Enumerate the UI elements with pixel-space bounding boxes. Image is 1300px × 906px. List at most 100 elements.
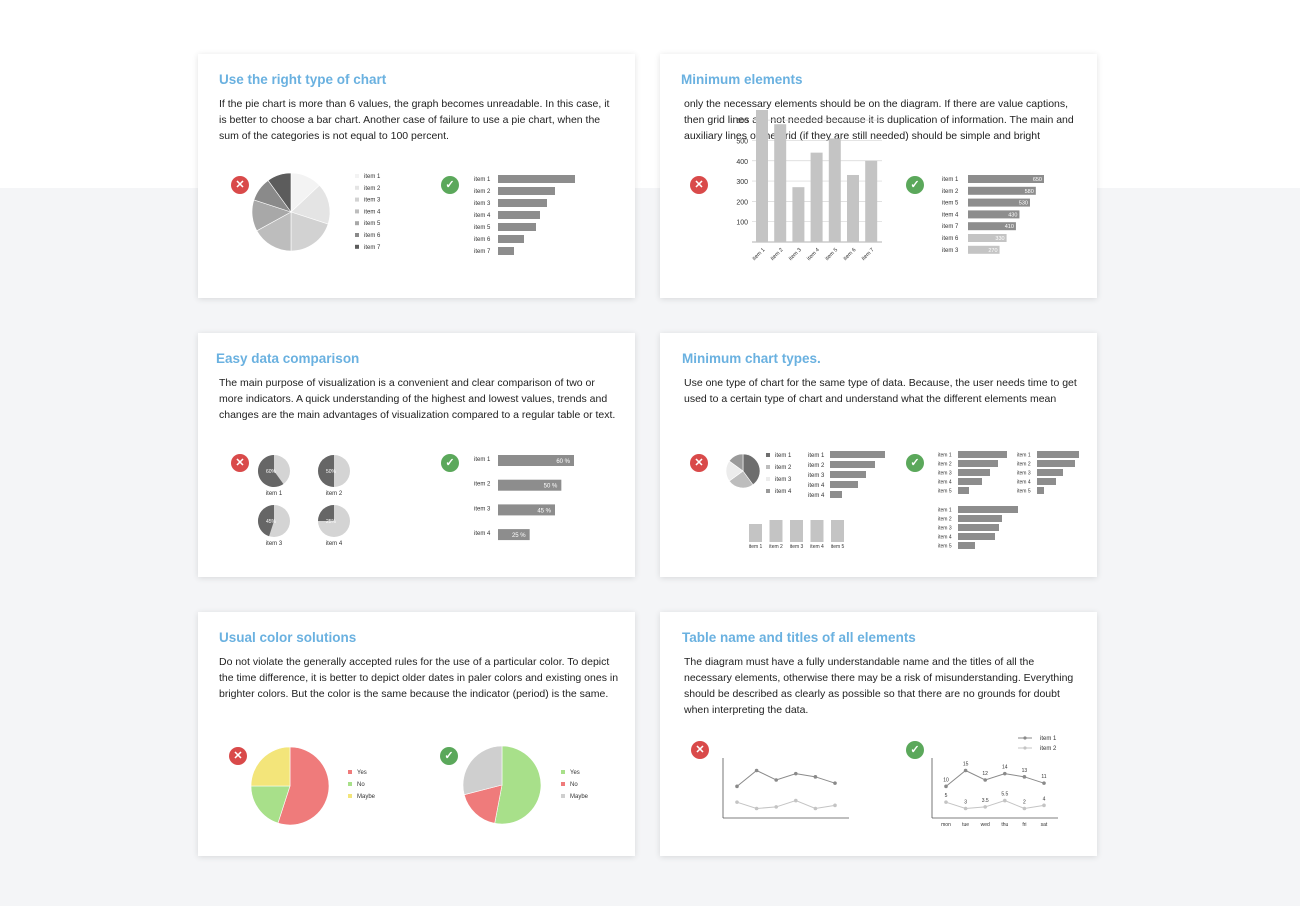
data-label: 4 [1043,796,1046,802]
card-title: Table name and titles of all elements [682,630,916,645]
bar [498,223,536,231]
card-title: Easy data comparison [216,351,360,366]
x-mark-icon: ✕ [231,454,249,472]
mixed-charts-bad: item 1 item 2 item 3 item 4 item 1 item 2 item… [725,451,885,550]
series-line [945,800,1045,810]
bar [968,198,1030,207]
data-label: 60 % [556,459,570,465]
data-point [963,768,968,773]
pie-label: item 1 [266,491,283,497]
data-label: 270 [988,248,997,254]
pie-slice [290,184,331,225]
uniform-charts-good: item 1 item 2 item 3 item 4 item 5 item 1 item… [938,451,1079,550]
data-point [944,784,948,789]
data-point [735,800,739,804]
legend-swatch [355,197,359,202]
tick-label: item 6 [843,247,858,262]
bar [498,199,547,207]
tick-label: item 2 [770,247,785,262]
data-point [774,778,778,782]
pie-slice [250,746,291,787]
legend-swatch [561,794,565,798]
tick-label: 200 [736,199,748,206]
legend-label: item 6 [364,233,381,239]
tick-label: item 1 [749,544,763,550]
data-point [794,771,798,776]
bar [830,471,866,478]
tick-label: thu [1001,822,1008,828]
card-title: Minimum chart types. [682,351,821,366]
pie-slice [742,453,761,486]
pie-slice [463,784,503,824]
bar [968,222,1016,231]
bar-label: item 1 [808,453,825,459]
data-point [813,806,818,811]
pie-slice [277,746,330,826]
bar-label: item 2 [474,482,491,488]
legend-label: item 2 [1040,746,1057,752]
bar-label: item 4 [1017,480,1031,486]
bar [830,451,885,458]
legend-label: item 1 [364,174,381,180]
data-point [774,805,778,809]
data-label: 12 [982,771,988,777]
pie-slice [318,505,334,521]
bar-label: item 4 [808,493,825,499]
bar [830,481,858,488]
bar-label: item 3 [808,473,825,479]
tick-label: fri [1022,822,1026,828]
pie-chart-bad: Yes No Maybe [250,746,376,826]
bar-label: item 2 [808,463,825,469]
bar [498,479,562,491]
bar-label: item 7 [474,249,491,255]
legend-swatch [355,209,359,214]
bar-label: item 4 [942,212,959,218]
pie-label: item 4 [326,541,343,547]
bar [498,211,540,219]
legend-swatch [355,185,359,190]
legend-label: No [570,782,578,788]
data-label: 45 % [537,508,551,514]
bar-label: item 1 [474,177,491,183]
card-text: The main purpose of visualization is a c… [219,377,616,421]
data-label: 5 [945,793,948,799]
tick-label: item 5 [831,544,845,550]
legend-label: item 4 [775,489,792,495]
bar [958,524,999,531]
bar-label: item 6 [942,236,959,242]
card1-figures: item 1 item 2 item 3 item 4 item 5 item 6 item… [251,172,575,255]
bar [1037,478,1056,485]
legend-label: item 2 [364,186,381,192]
card-minimum-chart-types: Minimum chart types. Use one type of cha… [660,333,1097,577]
card-title: Usual color solutions [219,630,357,645]
card-titles-all-elements: Table name and titles of all elements Th… [660,612,1097,856]
bar-label: item 1 [938,508,952,514]
pie-slice [494,745,542,825]
bar-label: item 5 [938,489,952,495]
card-title: Minimum elements [681,72,803,87]
card-easy-comparison: Easy data comparison The main purpose of… [198,333,635,577]
data-point [735,784,739,789]
bar-label: item 4 [474,531,491,537]
legend-label: Maybe [357,794,376,800]
tick-label: mon [941,822,951,828]
card-text: Use one type of chart for the same type … [684,377,1077,405]
bar [1037,487,1044,494]
x-mark-icon: ✕ [691,741,709,759]
bar-label: item 2 [474,189,491,195]
bar [498,455,574,466]
bar [958,451,1007,458]
pie-slice [258,505,274,537]
card-color-solutions: Usual color solutions Do not violate the… [198,612,635,856]
bar [968,175,1044,183]
tick-label: sat [1041,822,1048,828]
data-point [813,775,818,779]
legend-swatch [561,770,565,774]
bar [810,152,823,242]
bar [749,524,762,542]
bar [968,234,1007,242]
pie-slice [256,211,292,252]
data-label: 25 % [512,533,526,539]
